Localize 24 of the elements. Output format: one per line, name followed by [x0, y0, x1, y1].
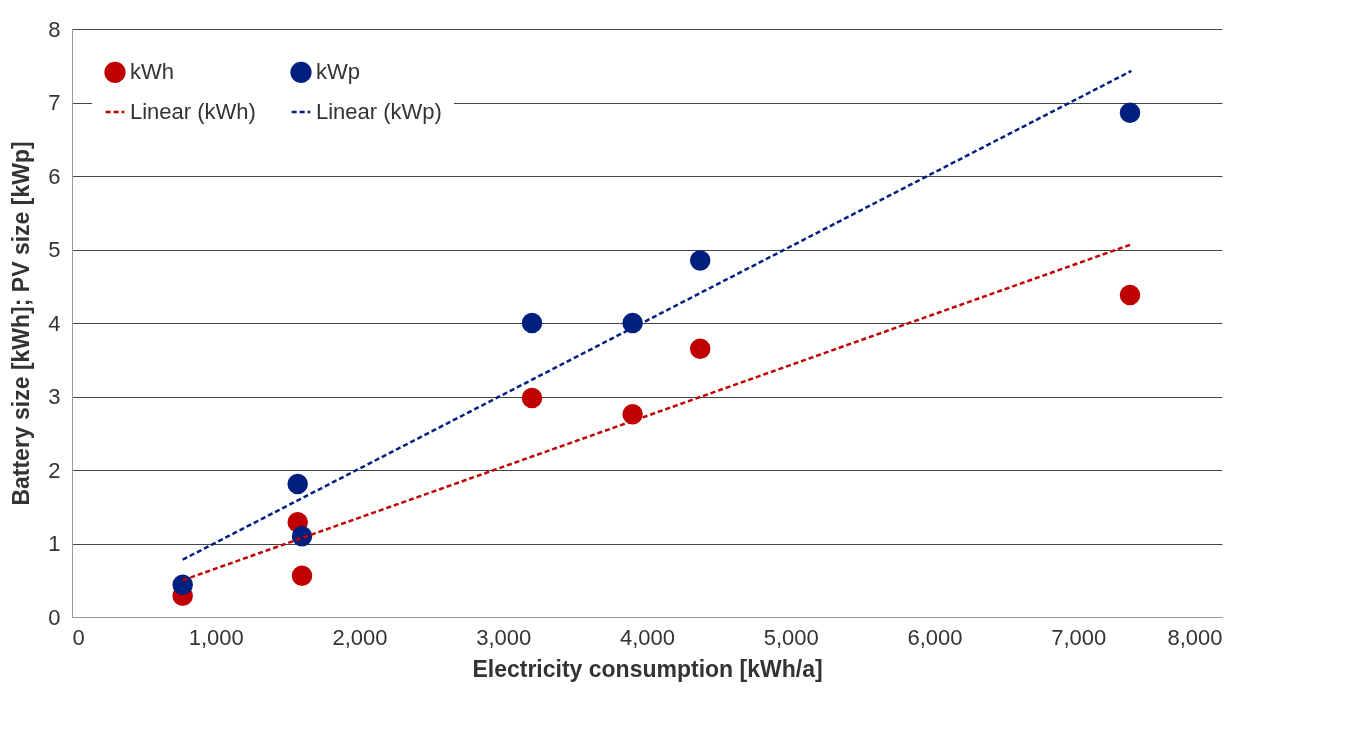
y-tick-label: 1 [48, 531, 61, 556]
y-tick-label: 6 [48, 163, 61, 189]
x-tick-label: 4,000 [619, 624, 676, 650]
x-tick-label: 6,000 [907, 624, 963, 650]
x-tick-label: 2,000 [332, 624, 388, 650]
y-tick-label: 3 [48, 384, 61, 409]
y-tick-label: 5 [48, 237, 61, 262]
y-tick-label: 2 [48, 457, 61, 483]
legend-label: Linear (kWh) [130, 99, 256, 124]
x-tick-label: 0 [72, 624, 85, 650]
legend-label: kWp [316, 59, 360, 85]
y-tick-label: 7 [48, 90, 61, 115]
x-axis-title: Electricity consumption [kWh/a] [472, 655, 823, 682]
x-tick-label: 8,000 [1167, 624, 1223, 650]
x-tick-label: 1,000 [188, 624, 244, 650]
y-tick-label: 0 [48, 604, 61, 630]
legend-label: kWh [130, 59, 174, 85]
y-tick-label: 4 [48, 310, 61, 336]
x-tick-label: 5,000 [763, 624, 819, 650]
x-tick-label: 7,000 [1051, 624, 1107, 650]
y-tick-label: 8 [48, 16, 61, 42]
legend-label: Linear (kWp) [316, 99, 442, 124]
x-tick-label: 3,000 [476, 624, 532, 650]
y-axis-title: Battery size [kWh]; PV size [kWp] [8, 141, 35, 506]
